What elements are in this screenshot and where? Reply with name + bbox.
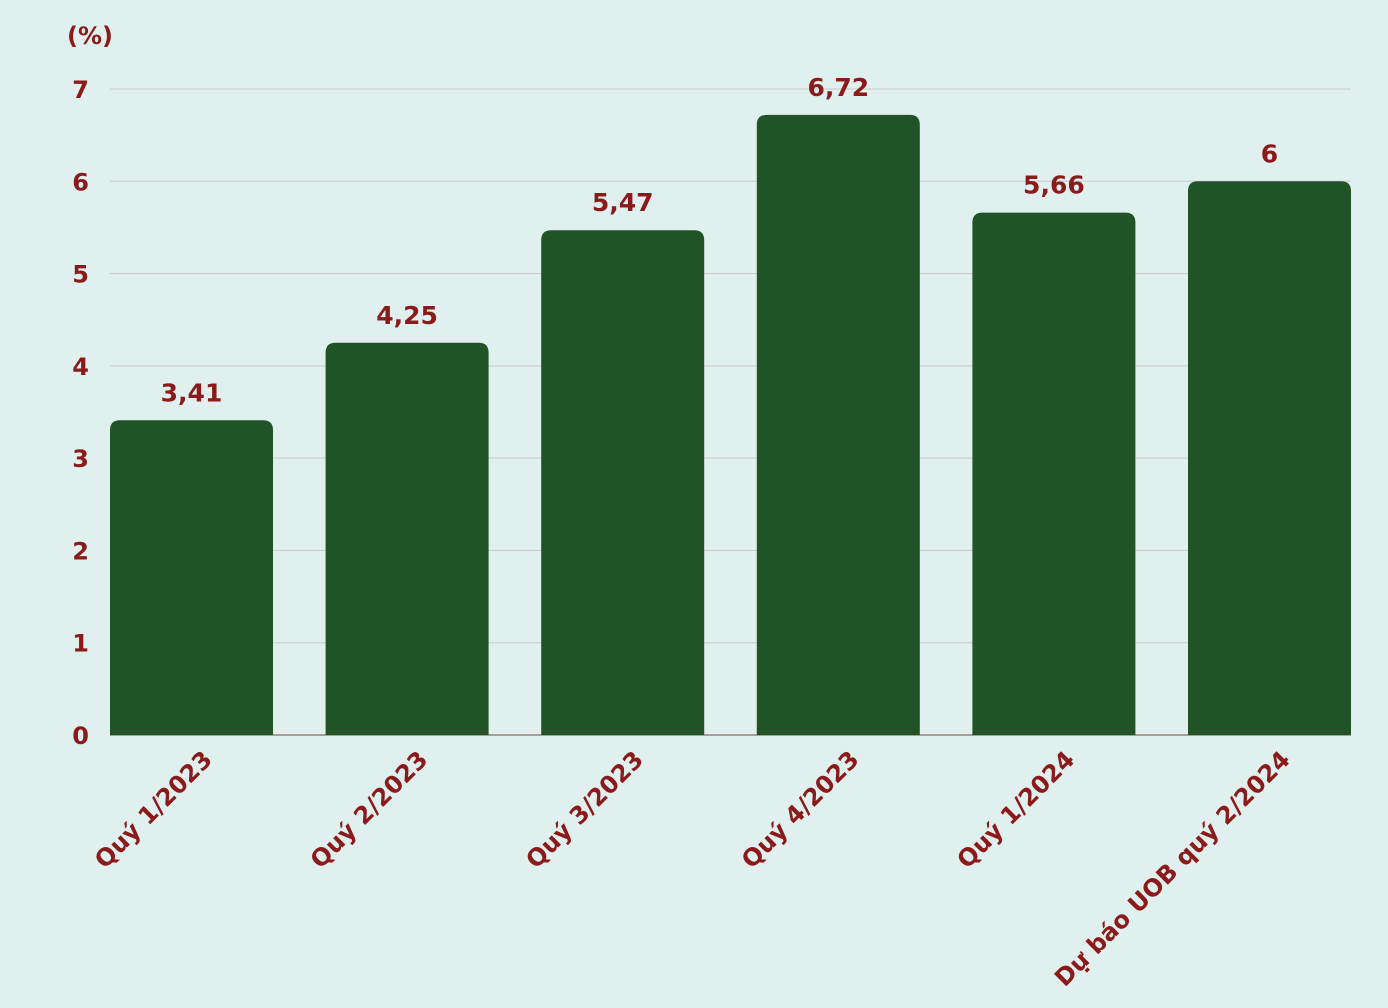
y-tick-label: 1 [72,630,89,658]
y-tick-label: 3 [72,445,89,473]
bar [1188,181,1351,736]
grid-lines [110,88,1351,736]
y-tick-label: 0 [72,722,89,750]
data-label: 6,72 [807,73,869,102]
data-label: 5,47 [592,188,654,217]
x-tick-label: Quý 1/2024 [952,745,1081,874]
x-tick-label: Quý 1/2023 [89,745,218,874]
data-label: 6 [1261,139,1278,168]
x-tick-label: Quý 3/2023 [520,745,649,874]
x-tick-label: Quý 4/2023 [736,745,865,874]
y-tick-label: 5 [72,261,89,289]
y-tick-label: 6 [72,168,89,196]
y-tick-label: 2 [72,537,89,565]
data-label: 5,66 [1023,171,1085,200]
bar [325,342,489,735]
bar [110,420,273,735]
data-label: 4,25 [376,301,438,330]
y-tick-label: 4 [72,353,89,381]
y-tick-label: 7 [72,76,89,104]
x-tick-label: Quý 2/2023 [305,745,434,874]
bars [110,114,1351,736]
x-tick-label: Dự báo UOB quý 2/2024 [1049,745,1296,992]
bar [756,114,920,736]
data-label: 3,41 [161,378,223,407]
bar [541,230,705,735]
bar [972,212,1136,736]
y-axis-unit-label: (%) [67,22,113,50]
